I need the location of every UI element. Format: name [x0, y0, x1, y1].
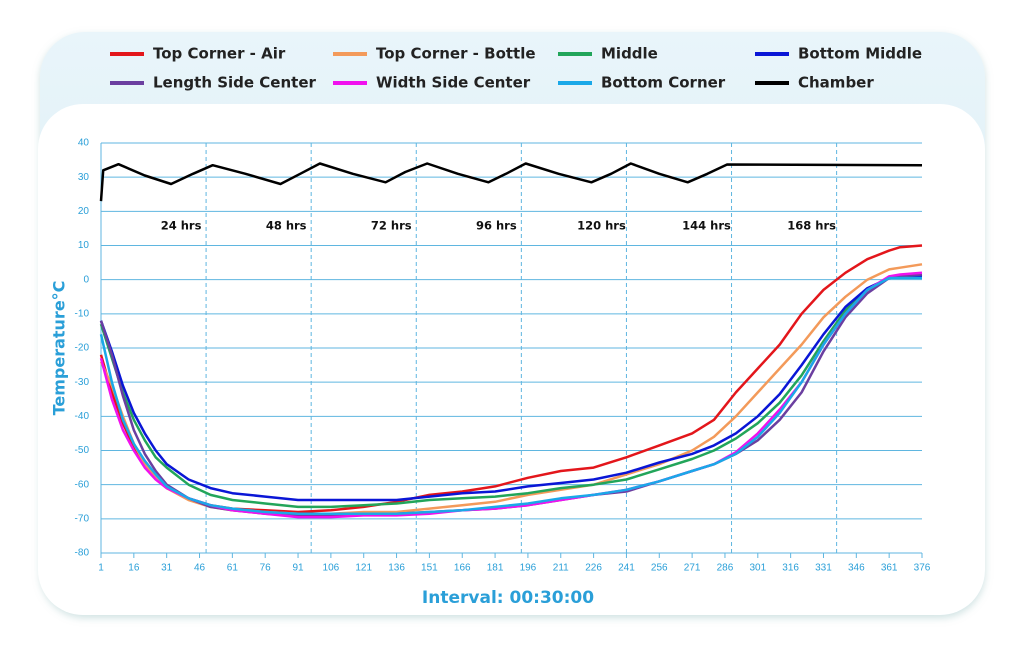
x-tick-label: 226: [585, 563, 602, 574]
y-tick-label: -40: [75, 411, 90, 422]
x-tick-label: 121: [355, 563, 372, 574]
series-line: [99, 275, 922, 509]
x-tick-label: 346: [848, 563, 865, 574]
x-tick-label: 181: [487, 563, 504, 574]
x-tick-label: 151: [421, 563, 438, 574]
series-line: [99, 275, 922, 502]
y-tick-label: -80: [75, 548, 90, 559]
x-tick-label: 361: [881, 563, 898, 574]
x-tick-label: 76: [260, 563, 272, 574]
x-tick-label: 316: [782, 563, 799, 574]
plot-panel: [38, 104, 985, 615]
x-tick-label: 241: [618, 563, 635, 574]
y-tick-label: -30: [75, 377, 90, 388]
legend-label: Top Corner - Bottle: [376, 45, 536, 63]
x-tick-label: 16: [128, 563, 140, 574]
legend-label: Length Side Center: [153, 74, 317, 92]
x-tick-label: 271: [684, 563, 701, 574]
y-tick-label: 30: [78, 172, 90, 183]
x-tick-label: 91: [292, 563, 304, 574]
y-tick-label: -60: [75, 479, 90, 490]
annotation: 144 hrs: [682, 219, 731, 233]
x-tick-label: 301: [749, 563, 766, 574]
y-tick-label: 40: [78, 138, 90, 149]
legend-label: Middle: [601, 45, 658, 63]
legend-label: Bottom Corner: [601, 74, 726, 92]
y-tick-label: -20: [75, 343, 90, 354]
x-tick-label: 196: [520, 563, 537, 574]
x-tick-label: 331: [815, 563, 832, 574]
x-tick-label: 31: [161, 563, 173, 574]
x-tick-label: 256: [651, 563, 668, 574]
y-axis-label: Temperature°C: [50, 281, 69, 416]
x-tick-label: 286: [717, 563, 734, 574]
y-tick-label: -10: [75, 308, 90, 319]
legend-label: Top Corner - Air: [153, 45, 286, 63]
legend-label: Chamber: [798, 74, 874, 92]
x-tick-label: 1: [98, 563, 104, 574]
annotation: 168 hrs: [787, 219, 836, 233]
annotation: 120 hrs: [577, 219, 626, 233]
annotation: 96 hrs: [476, 219, 517, 233]
series-line: [99, 162, 923, 202]
x-tick-label: 166: [454, 563, 471, 574]
series-line: [99, 276, 922, 515]
x-tick-label: 61: [227, 563, 239, 574]
legend-label: Width Side Center: [376, 74, 531, 92]
annotation: 24 hrs: [161, 219, 202, 233]
y-tick-label: -70: [75, 513, 90, 524]
x-axis-label: Interval: 00:30:00: [422, 588, 594, 608]
x-tick-label: 211: [553, 563, 569, 574]
y-tick-label: -50: [75, 445, 90, 456]
x-tick-label: 376: [914, 563, 931, 574]
annotation: 48 hrs: [266, 219, 307, 233]
annotation: 72 hrs: [371, 219, 412, 233]
x-tick-label: 46: [194, 563, 206, 574]
x-tick-label: 136: [388, 563, 405, 574]
y-tick-label: 0: [83, 274, 89, 285]
legend-label: Bottom Middle: [798, 45, 922, 63]
y-tick-label: 20: [78, 206, 90, 217]
x-tick-label: 106: [323, 563, 340, 574]
y-tick-label: 10: [78, 240, 90, 251]
